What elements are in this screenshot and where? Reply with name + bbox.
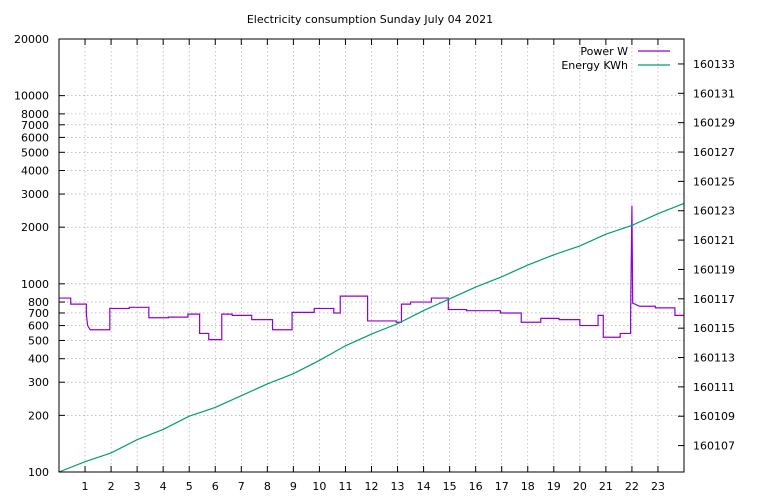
x-tick-label: 1: [82, 480, 89, 493]
x-tick-label: 9: [290, 480, 297, 493]
x-tick-label: 14: [417, 480, 431, 493]
series-line-energy-kwh: [58, 202, 685, 473]
y-right-tick-label: 160109: [693, 410, 735, 423]
y-right-tick-label: 160113: [693, 352, 735, 365]
x-tick-label: 23: [651, 480, 665, 493]
y-left-tick-label: 10000: [14, 90, 49, 103]
legend: Power W Energy KWh: [561, 45, 670, 72]
x-tick-label: 21: [599, 480, 613, 493]
plot-frame: [58, 38, 685, 473]
x-tick-label: 6: [212, 480, 219, 493]
x-tick-label: 2: [108, 480, 115, 493]
x-tick-label: 20: [573, 480, 587, 493]
x-tick-label: 19: [547, 480, 561, 493]
x-tick-label: 10: [312, 480, 326, 493]
x-tick-label: 18: [521, 480, 535, 493]
y-right-tick-label: 160129: [693, 117, 735, 130]
y-right-tick-label: 160131: [693, 87, 735, 100]
y-left-tick-label: 4000: [21, 165, 49, 178]
x-tick-label: 17: [495, 480, 509, 493]
y-left-tick-label: 500: [28, 334, 49, 347]
x-tick-label: 12: [365, 480, 379, 493]
y-left-tick-label: 8000: [21, 108, 49, 121]
axis-ticks: [59, 38, 684, 473]
y-left-tick-label: 2000: [21, 221, 49, 234]
y-left-tick-label: 1000: [21, 278, 49, 291]
series-line-power-w: [59, 205, 684, 341]
legend-label-power: Power W: [580, 45, 628, 58]
x-tick-label: 15: [443, 480, 457, 493]
y-left-tick-label: 400: [28, 353, 49, 366]
y-left-tick-label: 800: [28, 296, 49, 309]
y-left-tick-label: 3000: [21, 188, 49, 201]
y-right-tick-label: 160111: [693, 381, 735, 394]
x-tick-label: 8: [264, 480, 271, 493]
x-tick-label: 5: [186, 480, 193, 493]
y-right-tick-label: 160119: [693, 263, 735, 276]
x-tick-label: 16: [469, 480, 483, 493]
x-tick-label: 22: [625, 480, 639, 493]
y-right-tick-label: 160115: [693, 322, 735, 335]
x-tick-label: 7: [238, 480, 245, 493]
y-right-tick-label: 160125: [693, 175, 735, 188]
tick-labels: 1 2 3 4 5 6 7 8 9 10 11 12 13 14 15 16 17 18 19 20 21 22 23100…: [14, 33, 735, 493]
grid-lines: [59, 39, 684, 472]
y-right-tick-label: 160121: [693, 234, 735, 247]
x-tick-label: 4: [160, 480, 167, 493]
chart-title: Electricity consumption Sunday July 04 2…: [247, 13, 493, 26]
legend-label-energy: Energy KWh: [561, 59, 628, 72]
x-tick-label: 3: [134, 480, 141, 493]
y-left-tick-label: 300: [28, 376, 49, 389]
y-left-tick-label: 100: [28, 466, 49, 479]
y-left-tick-label: 5000: [21, 146, 49, 159]
series-lines: [58, 202, 685, 473]
x-tick-label: 11: [338, 480, 352, 493]
y-left-tick-label: 6000: [21, 131, 49, 144]
y-left-tick-label: 200: [28, 409, 49, 422]
y-right-tick-label: 160117: [693, 293, 735, 306]
y-left-tick-label: 600: [28, 320, 49, 333]
y-left-tick-label: 700: [28, 307, 49, 320]
y-right-tick-label: 160107: [693, 440, 735, 453]
y-right-tick-label: 160123: [693, 205, 735, 218]
y-left-tick-label: 7000: [21, 119, 49, 132]
y-left-tick-label: 20000: [14, 33, 49, 46]
y-right-tick-label: 160133: [693, 58, 735, 71]
y-right-tick-label: 160127: [693, 146, 735, 159]
x-tick-label: 13: [391, 480, 405, 493]
